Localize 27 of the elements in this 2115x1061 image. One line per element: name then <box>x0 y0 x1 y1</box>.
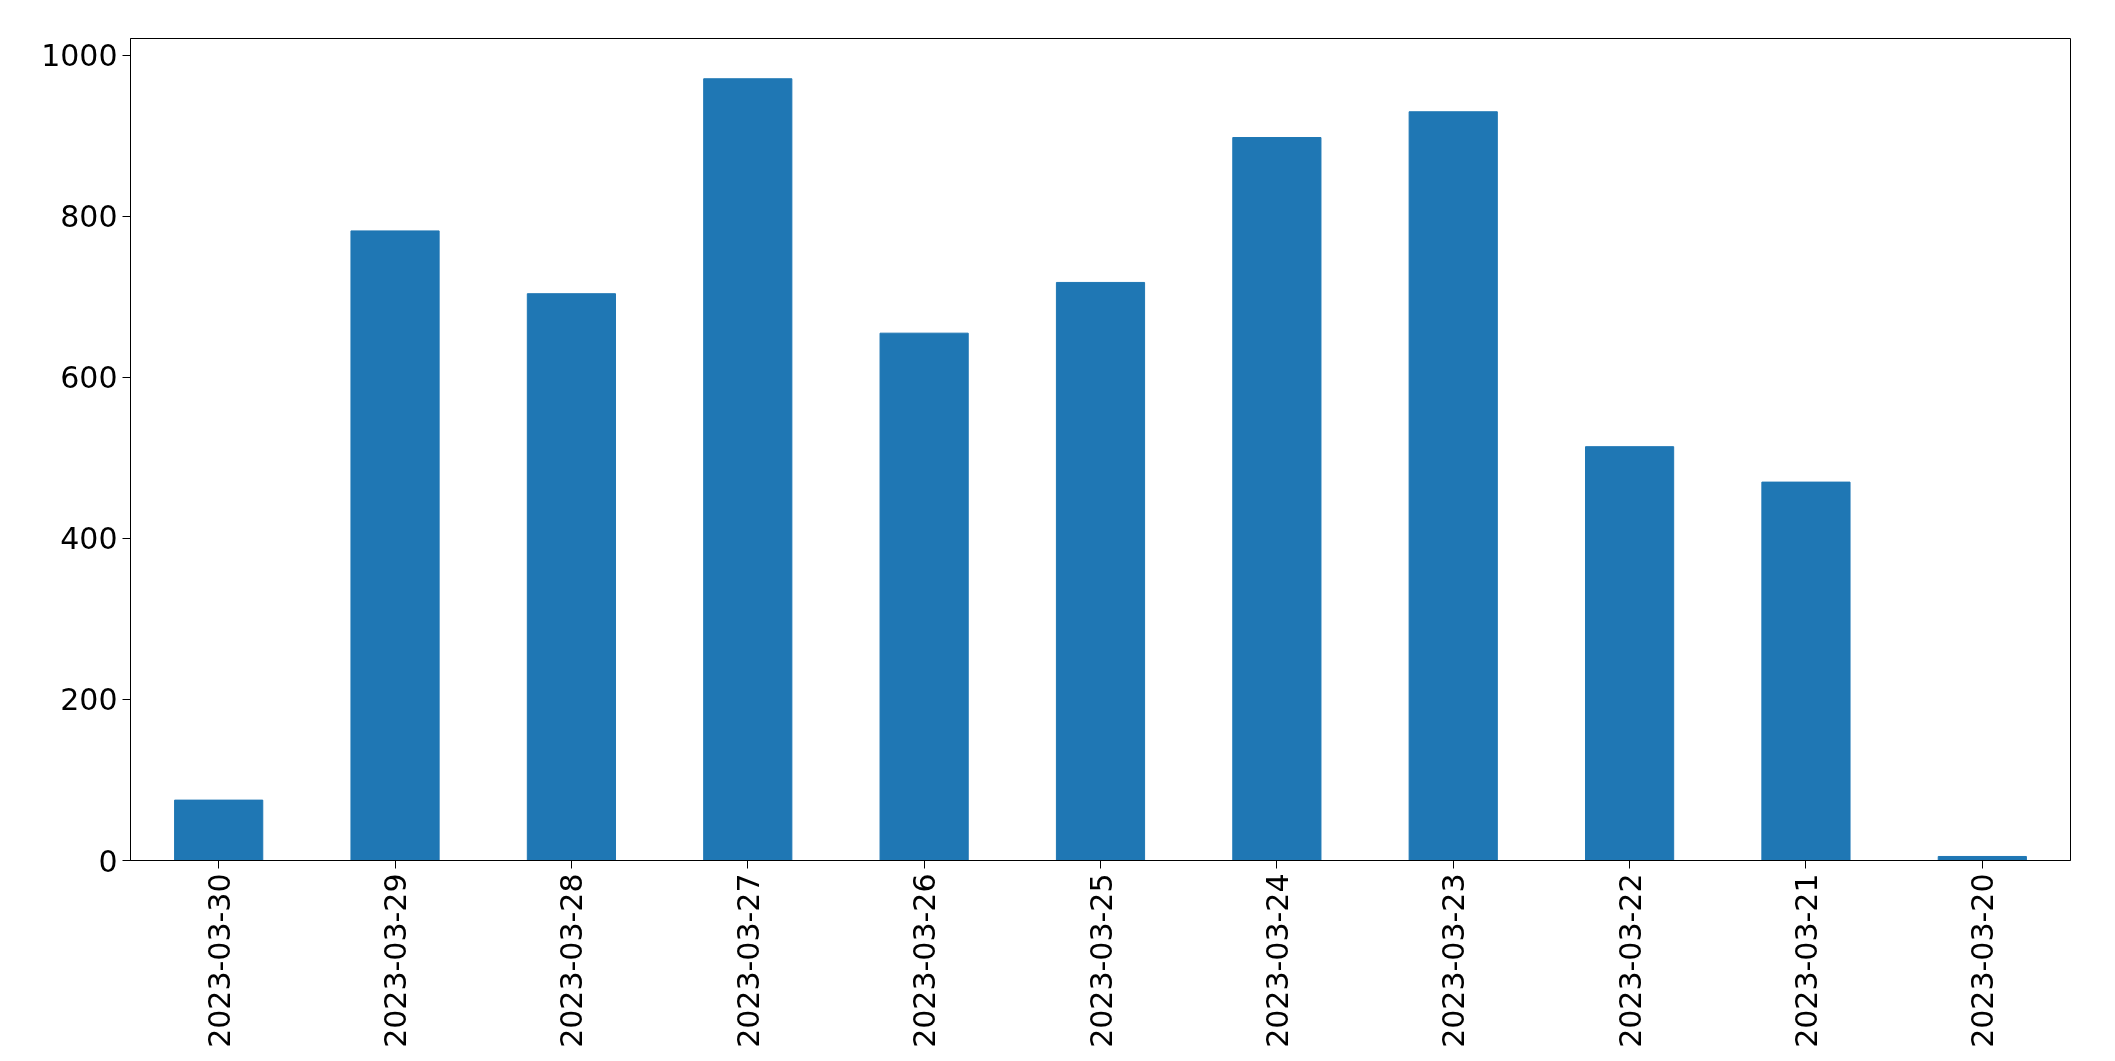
y-tick-label: 800 <box>60 199 118 235</box>
x-tick-label: 2023-03-20 <box>1965 873 2001 1048</box>
x-tick-label: 2023-03-30 <box>201 873 237 1048</box>
y-tick-label: 0 <box>98 843 118 879</box>
x-tick-label: 2023-03-22 <box>1612 873 1648 1048</box>
x-tick-label: 2023-03-24 <box>1259 873 1295 1048</box>
x-tick-label: 2023-03-29 <box>378 873 414 1048</box>
bar <box>526 293 616 861</box>
y-tick-label: 1000 <box>41 38 118 74</box>
bar <box>1761 481 1851 861</box>
y-tick-label: 400 <box>60 521 118 557</box>
x-tick-label: 2023-03-25 <box>1083 873 1119 1048</box>
x-tick-label: 2023-03-27 <box>730 873 766 1048</box>
bar <box>350 230 440 861</box>
bar <box>1055 281 1146 861</box>
bar <box>1232 137 1322 861</box>
x-tick-label: 2023-03-23 <box>1436 873 1472 1048</box>
bar <box>703 78 793 861</box>
y-tick-label: 600 <box>60 360 118 396</box>
bar <box>1408 111 1498 861</box>
bar <box>879 332 969 861</box>
bar <box>1585 446 1675 861</box>
x-tick-label: 2023-03-26 <box>907 873 943 1048</box>
x-tick-label: 2023-03-28 <box>554 873 590 1048</box>
y-tick-label: 200 <box>60 682 118 718</box>
x-tick-label: 2023-03-21 <box>1788 873 1824 1048</box>
bar <box>174 799 264 861</box>
